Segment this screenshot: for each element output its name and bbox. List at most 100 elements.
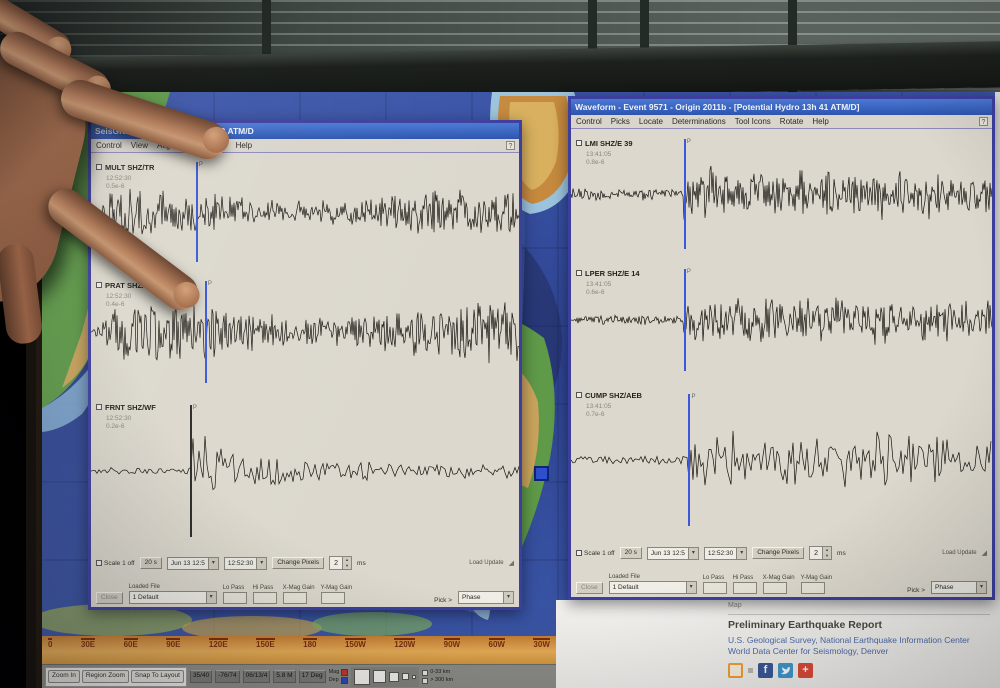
waveform-plot[interactable] xyxy=(91,393,519,549)
seismogram-trace[interactable]: FRNT SHZ/WF 12:52:30 0.2e-6 P xyxy=(91,393,519,549)
trace-checkbox[interactable] xyxy=(96,404,102,410)
menu-item[interactable]: Tool Icons xyxy=(734,117,771,126)
ygain-field[interactable] xyxy=(800,582,825,594)
seismogram-trace[interactable]: MULT SHZ/TR 12:52:30 0.5e-6 P xyxy=(91,153,519,271)
menu-item[interactable]: View xyxy=(130,141,148,150)
window-menubar: Control View Align Pick Tools Help ? xyxy=(91,139,519,153)
xgain-field[interactable] xyxy=(762,582,787,594)
phase-pick-marker[interactable]: P xyxy=(189,405,197,537)
phase-pick-marker[interactable]: P xyxy=(204,280,212,384)
update-link[interactable]: Load Update xyxy=(469,560,504,566)
phase-pick-marker[interactable]: P xyxy=(683,268,691,372)
rss-icon[interactable] xyxy=(728,662,743,678)
zoom-in-button[interactable]: Zoom In xyxy=(48,670,80,683)
waveform-plot[interactable] xyxy=(571,381,992,539)
lopass-field[interactable] xyxy=(702,582,727,594)
menu-item[interactable]: Help xyxy=(235,141,253,150)
twitter-icon[interactable] xyxy=(778,662,793,678)
phase-pick-marker[interactable]: P xyxy=(683,139,691,249)
time-window-button[interactable]: 20 s xyxy=(139,556,162,570)
seismogram-trace[interactable]: LPER SHZ/E 14 13:41:05 0.6e-6 P xyxy=(571,259,992,381)
depth-checkbox[interactable] xyxy=(422,677,429,684)
menu-item[interactable]: Locate xyxy=(638,117,663,126)
chevron-down-icon[interactable]: ▾ xyxy=(503,592,513,603)
chevron-down-icon[interactable]: ▾ xyxy=(687,547,698,559)
menu-item[interactable]: Align xyxy=(157,141,175,150)
facebook-icon[interactable]: f xyxy=(758,662,773,678)
step-down-icon[interactable]: ▾ xyxy=(823,553,832,559)
phase-pick-marker[interactable]: P xyxy=(688,393,695,527)
window-titlebar[interactable]: SeisGram2K - Seismogram 1000 ATM/D xyxy=(91,123,519,139)
date-combo[interactable]: Jun 13 12:5 ▾ xyxy=(646,546,699,560)
chevron-down-icon[interactable]: ▾ xyxy=(736,547,747,559)
trace-checkbox[interactable] xyxy=(576,140,582,146)
waveform-plot[interactable] xyxy=(571,129,992,259)
date-combo[interactable]: Jun 13 12:5 ▾ xyxy=(166,556,219,570)
depth-checkbox[interactable] xyxy=(422,669,429,676)
time-combo[interactable]: 12:52:30 ▾ xyxy=(703,546,748,560)
close-button[interactable]: Close xyxy=(576,581,603,594)
menu-item[interactable]: Control xyxy=(96,141,122,150)
trace-checkbox[interactable] xyxy=(96,282,102,288)
lopass-field[interactable] xyxy=(222,592,247,604)
xgain-field[interactable] xyxy=(282,592,307,604)
menu-item[interactable]: Control xyxy=(576,117,602,126)
loaded-file-combo[interactable]: 1 Default ▾ xyxy=(608,581,697,594)
waveform-plot[interactable] xyxy=(91,271,519,393)
scale-checkbox[interactable] xyxy=(96,560,102,566)
scale-checkbox-row[interactable]: Scale 1 off xyxy=(576,550,615,557)
step-up-icon[interactable]: ▴ xyxy=(343,557,352,563)
trace-checkbox[interactable] xyxy=(576,392,582,398)
filter-combo[interactable]: Phase ▾ xyxy=(458,591,514,604)
waveform-plot[interactable] xyxy=(571,259,992,381)
chevron-down-icon[interactable]: ▾ xyxy=(976,582,986,593)
trace-checkbox[interactable] xyxy=(576,270,582,276)
ygain-group: Y-Mag Gain xyxy=(800,575,832,594)
menu-item[interactable]: Help xyxy=(812,117,829,126)
help-icon[interactable]: ? xyxy=(506,141,515,150)
usgs-link[interactable]: U.S. Geological Survey, National Earthqu… xyxy=(728,635,970,645)
menu-item[interactable]: Rotate xyxy=(779,117,804,126)
scale-checkbox-row[interactable]: Scale 1 off xyxy=(96,560,135,567)
step-down-icon[interactable]: ▾ xyxy=(343,563,352,569)
menu-item[interactable]: Tools xyxy=(207,141,227,150)
trace-checkbox[interactable] xyxy=(96,164,102,170)
time-combo[interactable]: 12:52:30 ▾ xyxy=(223,556,268,570)
menu-item[interactable]: Picks xyxy=(610,117,630,126)
update-link[interactable]: Load Update xyxy=(942,550,977,556)
wdc-link[interactable]: World Data Center for Seismology, Denver xyxy=(728,646,889,657)
hipass-field[interactable] xyxy=(732,582,757,594)
chevron-down-icon[interactable]: ▾ xyxy=(207,557,218,569)
chevron-down-icon[interactable]: ▾ xyxy=(685,582,696,593)
chevron-down-icon[interactable]: ▾ xyxy=(205,592,216,603)
scale-checkbox[interactable] xyxy=(576,550,582,556)
seismogram-trace[interactable]: PRAT SHZ/TR 12:52:30 0.4e-6 P xyxy=(91,271,519,393)
resize-grip-icon[interactable]: ◢ xyxy=(981,550,987,557)
snap-to-layout-button[interactable]: Snap To Layout xyxy=(130,670,184,683)
time-window-button[interactable]: 20 s xyxy=(619,546,642,560)
help-icon[interactable]: ? xyxy=(979,117,988,126)
region-zoom-button[interactable]: Region Zoom xyxy=(81,670,129,683)
change-pixels-button[interactable]: Change Pixels xyxy=(752,546,805,560)
phase-pick-marker[interactable]: P xyxy=(195,162,203,262)
window-titlebar[interactable]: Waveform - Event 9571 - Origin 2011b - [… xyxy=(571,99,992,115)
google-plus-icon[interactable]: + xyxy=(798,662,813,678)
pixels-stepper[interactable]: 2 ▴ ▾ xyxy=(809,546,833,560)
change-pixels-button[interactable]: Change Pixels xyxy=(272,556,325,570)
close-button[interactable]: Close xyxy=(96,591,123,604)
pixels-stepper[interactable]: 2 ▴ ▾ xyxy=(329,556,353,570)
menu-item[interactable]: Determinations xyxy=(671,117,726,126)
map-event-marker[interactable] xyxy=(534,466,549,481)
ygain-field[interactable] xyxy=(320,592,345,604)
seismogram-trace[interactable]: LMI SHZ/E 39 13:41:05 0.8e-6 P xyxy=(571,129,992,259)
hipass-field[interactable] xyxy=(252,592,277,604)
chevron-down-icon[interactable]: ▾ xyxy=(256,557,267,569)
resize-grip-icon[interactable]: ◢ xyxy=(508,560,514,567)
step-up-icon[interactable]: ▴ xyxy=(823,547,832,553)
loaded-file-combo[interactable]: 1 Default ▾ xyxy=(128,591,217,604)
scale-label: Scale 1 off xyxy=(104,559,135,567)
seismogram-trace[interactable]: CUMP SHZ/AEB 13:41:05 0.7e-6 P xyxy=(571,381,992,539)
filter-combo[interactable]: Phase ▾ xyxy=(931,581,987,594)
menu-item[interactable]: Pick xyxy=(183,141,199,150)
waveform-plot[interactable] xyxy=(91,153,519,271)
